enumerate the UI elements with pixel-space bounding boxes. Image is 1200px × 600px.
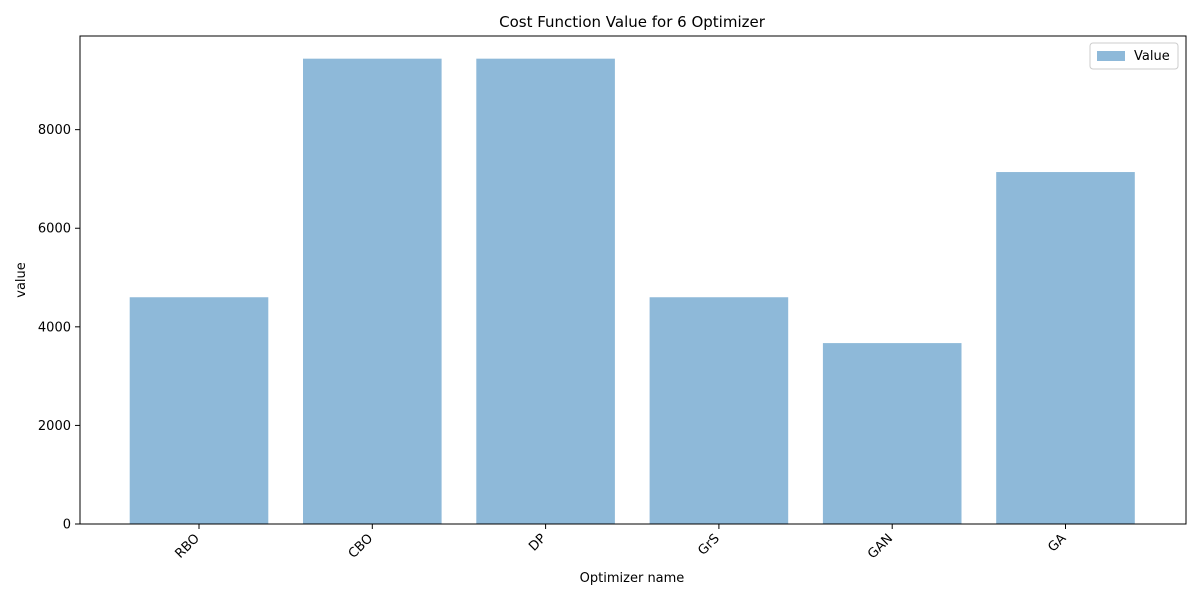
x-tick-label: RBO	[172, 531, 202, 561]
bars-layer	[129, 58, 1135, 525]
y-tick-label: 4000	[38, 320, 71, 335]
legend-frame	[1089, 42, 1179, 70]
legend-swatch	[1097, 51, 1125, 61]
x-tick-label: GrS	[695, 531, 722, 558]
bar-gan	[822, 343, 962, 524]
x-axis-label: Optimizer name	[580, 571, 685, 586]
y-tick-label: 6000	[38, 222, 71, 237]
y-tick-label: 8000	[38, 123, 71, 138]
bar-grs	[649, 297, 789, 524]
bar-cbo	[303, 58, 442, 525]
x-tick-label: DP	[526, 531, 549, 554]
plot-frame	[79, 35, 1187, 525]
bar-dp	[476, 58, 615, 525]
y-axis-ticks: 0 2000 4000 6000 8000	[38, 123, 80, 533]
bar-rbo	[129, 297, 269, 524]
x-tick-label: GAN	[865, 531, 896, 562]
x-tick-label: GA	[1045, 531, 1069, 555]
x-tick-label: CBO	[346, 531, 376, 561]
bar-ga	[996, 172, 1135, 525]
legend-label: Value	[1134, 49, 1170, 64]
legend: Value	[1089, 42, 1179, 70]
y-tick-label: 0	[63, 518, 71, 533]
y-axis-label: value	[14, 262, 29, 298]
chart-title: Cost Function Value for 6 Optimizer	[499, 13, 766, 31]
x-axis-ticks: RBO CBO DP GrS GAN GA	[172, 524, 1069, 562]
y-tick-label: 2000	[38, 419, 71, 434]
